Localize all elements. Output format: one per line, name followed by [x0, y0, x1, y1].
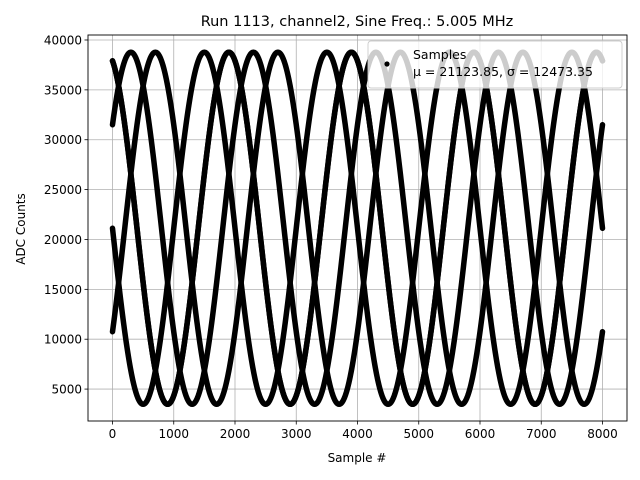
legend: Samples μ = 21123.85, σ = 12473.35: [367, 40, 623, 89]
x-axis-label: Sample #: [328, 451, 387, 465]
x-tick-label: 6000: [465, 427, 496, 441]
x-tick-label: 2000: [220, 427, 251, 441]
y-tick-label: 30000: [44, 133, 82, 147]
sample-branch-3: [109, 49, 606, 408]
chart-title: Run 1113, channel2, Sine Freq.: 5.005 MH…: [201, 14, 514, 30]
y-tick-label: 10000: [44, 333, 82, 347]
y-tick-label: 25000: [44, 183, 82, 197]
x-tick-label: 5000: [403, 427, 434, 441]
y-tick-label: 5000: [51, 383, 82, 397]
sample-branch-1: [109, 49, 606, 408]
axis-ticks: 0 1000 2000 3000 4000 5000 6000 7000 8000 5000 100…: [44, 33, 618, 441]
legend-box: [367, 40, 623, 89]
y-tick-label: 15000: [44, 283, 82, 297]
x-tick-label: 0: [109, 427, 117, 441]
x-tick-label: 8000: [587, 427, 618, 441]
x-tick-label: 7000: [526, 427, 557, 441]
x-tick-label: 3000: [281, 427, 312, 441]
y-axis-label: ADC Counts: [14, 193, 28, 265]
legend-marker: [384, 61, 390, 67]
y-tick-label: 40000: [44, 33, 82, 47]
x-tick-label: 4000: [342, 427, 373, 441]
y-tick-label: 20000: [44, 233, 82, 247]
x-tick-label: 1000: [158, 427, 189, 441]
y-tick-label: 35000: [44, 83, 82, 97]
legend-stats: μ = 21123.85, σ = 12473.35: [413, 64, 593, 79]
sample-branch-5: [109, 49, 606, 408]
legend-series-name: Samples: [413, 47, 466, 62]
